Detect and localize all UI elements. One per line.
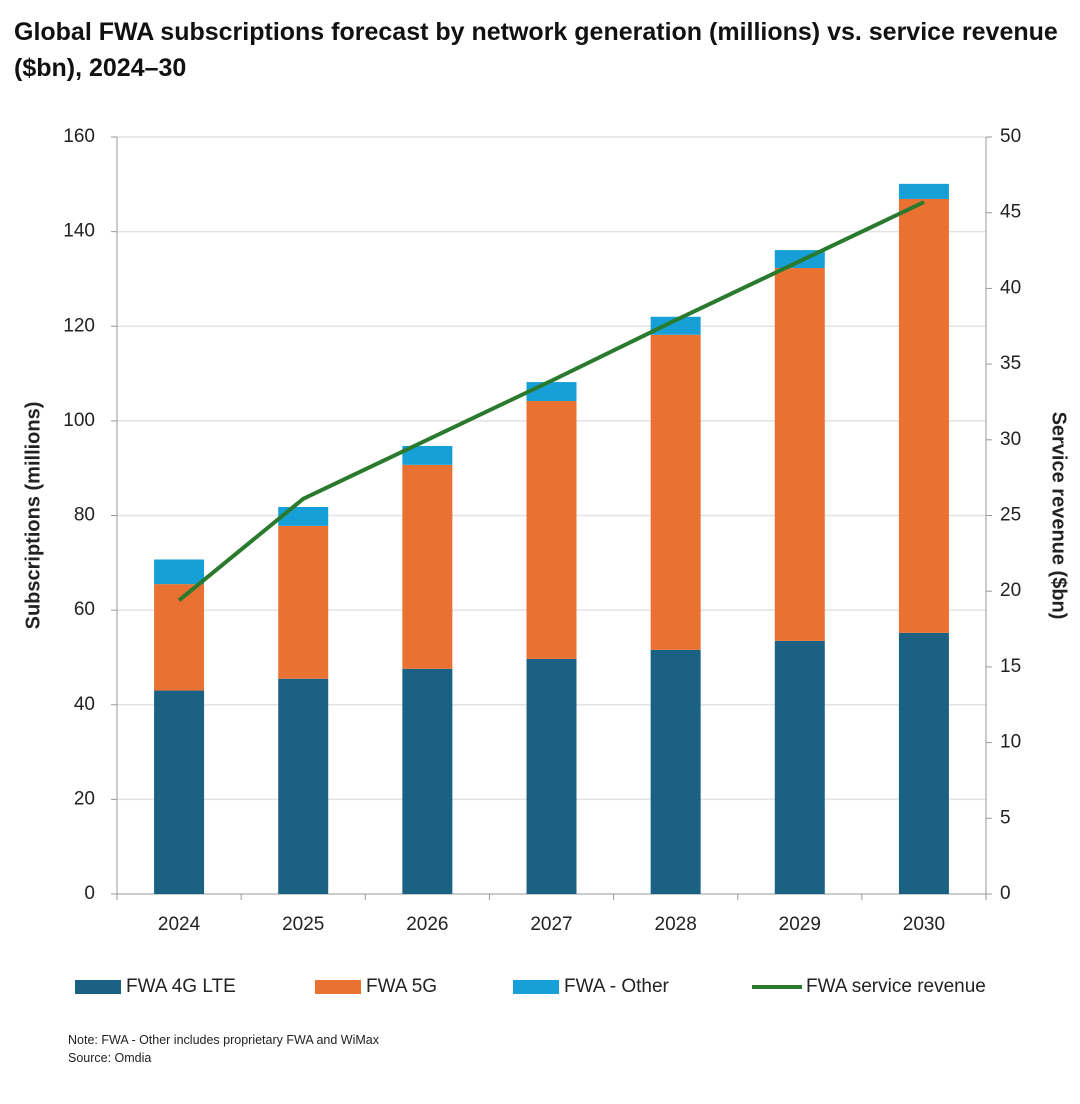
bar-segment [650, 334, 701, 650]
y-tick-label: 120 [63, 315, 95, 336]
bar-segment [278, 506, 329, 526]
y-tick-label: 20 [74, 788, 95, 809]
bar-segment [526, 382, 577, 402]
y2-tick-label: 50 [1000, 126, 1021, 147]
y-axis-label: Subscriptions (millions) [22, 402, 44, 630]
y2-tick-label: 15 [1000, 656, 1021, 677]
x-tick-label: 2030 [903, 914, 945, 935]
y2-tick-label: 10 [1000, 732, 1021, 753]
chart-title: Global FWA subscriptions forecast by net… [14, 18, 1058, 82]
bar-segment [898, 183, 949, 199]
bar-segment [650, 649, 701, 894]
bar-segment [278, 525, 329, 679]
legend-swatch [315, 980, 361, 994]
x-tick-label: 2029 [779, 914, 821, 935]
y-tick-label: 60 [74, 599, 95, 620]
legend-swatch [75, 980, 121, 994]
y2-tick-label: 25 [1000, 505, 1021, 526]
y2-axis-label: Service revenue ($bn) [1048, 412, 1070, 620]
y-tick-label: 40 [74, 694, 95, 715]
bar-segment [774, 640, 825, 894]
notes: Note: FWA - Other includes proprietary F… [68, 1031, 379, 1067]
bar-segment [154, 690, 205, 894]
bar-segment [898, 632, 949, 894]
y-tick-label: 100 [63, 410, 95, 431]
legend-label: FWA 4G LTE [126, 976, 236, 997]
legend-swatch [513, 980, 559, 994]
y2-tick-label: 20 [1000, 580, 1021, 601]
x-tick-label: 2028 [655, 914, 697, 935]
bar-segment [526, 401, 577, 659]
y2-tick-label: 5 [1000, 807, 1011, 828]
bar-segment [402, 445, 453, 465]
legend-label: FWA - Other [564, 976, 670, 997]
y2-tick-label: 0 [1000, 883, 1011, 904]
bar-segment [526, 658, 577, 894]
bar-segment [278, 678, 329, 894]
bar-segment [402, 464, 453, 669]
legend-label: FWA 5G [366, 976, 437, 997]
y2-tick-label: 40 [1000, 277, 1021, 298]
x-tick-label: 2027 [530, 914, 572, 935]
revenue-line [177, 200, 925, 602]
note: Note: FWA - Other includes proprietary F… [68, 1033, 379, 1047]
y-tick-label: 160 [63, 126, 95, 147]
bar-segment [650, 316, 701, 335]
bar-segment [154, 559, 205, 585]
source: Source: Omdia [68, 1051, 152, 1065]
legend-label: FWA service revenue [806, 976, 986, 997]
bar-segment [402, 668, 453, 894]
y2-tick-label: 35 [1000, 353, 1021, 374]
x-tick-label: 2025 [282, 914, 324, 935]
bar-segment [154, 584, 205, 691]
y-tick-label: 140 [63, 221, 95, 242]
x-tick-label: 2026 [406, 914, 448, 935]
y2-tick-label: 30 [1000, 429, 1021, 450]
y2-tick-label: 45 [1000, 202, 1021, 223]
x-tick-label: 2024 [158, 914, 201, 935]
bar-segment [898, 198, 949, 633]
y-tick-label: 0 [84, 883, 95, 904]
bar-segment [774, 268, 825, 641]
y-tick-label: 80 [74, 505, 95, 526]
